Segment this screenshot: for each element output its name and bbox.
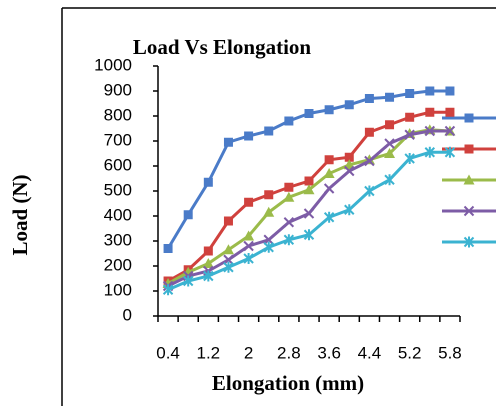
x-tick-label: 3.6 xyxy=(317,343,341,362)
marker xyxy=(425,86,435,96)
marker xyxy=(424,125,436,137)
marker xyxy=(183,210,193,220)
marker xyxy=(244,131,254,141)
marker xyxy=(243,230,255,241)
marker xyxy=(384,138,395,149)
marker xyxy=(444,146,456,158)
marker xyxy=(344,165,355,177)
marker xyxy=(284,116,294,126)
y-axis-title: Load (N) xyxy=(8,174,32,255)
marker xyxy=(203,177,213,187)
marker xyxy=(364,94,374,103)
marker xyxy=(385,120,395,130)
y-tick-label: 300 xyxy=(104,230,132,249)
marker xyxy=(324,105,334,115)
y-tick-label: 900 xyxy=(104,80,132,99)
x-tick-label: 2 xyxy=(244,343,253,362)
marker xyxy=(323,183,335,194)
marker xyxy=(463,205,475,217)
marker xyxy=(444,125,456,137)
marker xyxy=(223,261,234,273)
marker xyxy=(303,229,315,241)
marker xyxy=(243,253,254,264)
marker xyxy=(424,146,436,158)
marker xyxy=(404,129,415,140)
marker xyxy=(263,206,275,217)
marker xyxy=(303,208,315,219)
marker xyxy=(464,113,474,123)
y-tick-label: 0 xyxy=(123,305,132,324)
marker xyxy=(405,112,415,122)
y-tick-label: 1000 xyxy=(94,55,132,74)
y-tick-label: 100 xyxy=(104,280,132,299)
marker xyxy=(203,270,214,282)
marker xyxy=(384,174,395,186)
marker xyxy=(182,275,194,287)
y-tick-label: 800 xyxy=(104,105,132,124)
y-tick-label: 700 xyxy=(104,130,132,149)
marker xyxy=(343,159,355,170)
x-tick-label: 2.8 xyxy=(277,343,301,362)
marker xyxy=(404,153,415,164)
marker xyxy=(344,204,355,216)
x-axis-title: Elongation (mm) xyxy=(212,371,364,395)
marker xyxy=(344,152,354,162)
x-tick-label: 5.2 xyxy=(398,343,422,362)
marker xyxy=(264,190,274,200)
y-tick-label: 400 xyxy=(104,205,132,224)
marker xyxy=(425,107,435,117)
marker xyxy=(344,100,354,110)
marker xyxy=(304,109,314,118)
marker xyxy=(284,182,294,192)
marker xyxy=(162,284,174,296)
marker xyxy=(203,246,213,256)
marker xyxy=(163,244,173,253)
x-tick-label: 4.4 xyxy=(358,343,382,362)
chart-title: Load Vs Elongation xyxy=(133,35,311,59)
marker xyxy=(223,254,234,265)
marker xyxy=(222,244,234,255)
y-tick-label: 600 xyxy=(104,155,132,174)
marker xyxy=(445,86,455,96)
x-tick-label: 1.2 xyxy=(197,343,221,362)
marker xyxy=(464,144,474,154)
marker xyxy=(445,107,455,117)
marker xyxy=(364,127,374,137)
marker xyxy=(303,184,315,195)
marker xyxy=(405,89,415,98)
marker xyxy=(385,92,395,102)
marker xyxy=(244,197,254,207)
marker xyxy=(283,191,295,202)
marker xyxy=(264,126,274,136)
y-tick-label: 500 xyxy=(104,180,132,199)
marker xyxy=(223,137,233,147)
marker xyxy=(463,174,475,185)
y-tick-label: 200 xyxy=(104,255,132,274)
marker xyxy=(223,216,233,226)
marker xyxy=(364,155,375,167)
marker xyxy=(384,148,396,158)
marker xyxy=(263,241,274,253)
marker xyxy=(463,236,475,248)
marker xyxy=(263,234,274,245)
marker xyxy=(364,185,375,197)
marker xyxy=(324,155,334,165)
x-tick-label: 0.4 xyxy=(156,343,180,362)
series-line xyxy=(167,128,451,285)
marker xyxy=(283,217,295,228)
marker xyxy=(243,240,254,252)
marker xyxy=(283,234,295,246)
x-tick-label: 5.8 xyxy=(438,343,462,362)
marker xyxy=(323,211,335,223)
marker xyxy=(202,258,214,268)
marker xyxy=(304,176,314,186)
marker xyxy=(323,168,335,178)
